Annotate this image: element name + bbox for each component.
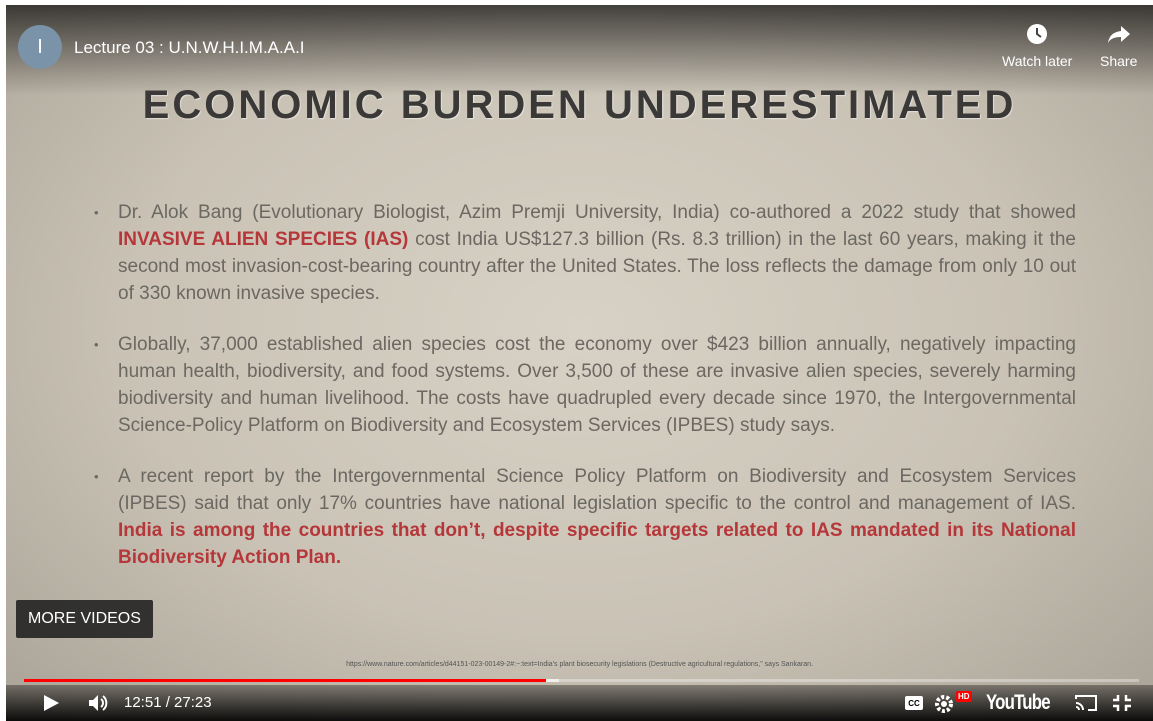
bullet-point: Globally, 37,000 established alien speci… xyxy=(90,331,1076,439)
watch-later-button[interactable]: Watch later xyxy=(1002,23,1072,69)
share-label: Share xyxy=(1100,53,1137,69)
time-display: 12:51 / 27:23 xyxy=(124,694,212,711)
watch-later-label: Watch later xyxy=(1002,53,1072,69)
play-button[interactable] xyxy=(42,694,60,712)
progress-buffered xyxy=(546,679,559,682)
volume-button[interactable] xyxy=(88,693,112,713)
slide-title: ECONOMIC BURDEN UNDERESTIMATED xyxy=(6,83,1153,128)
clock-icon xyxy=(1026,23,1048,45)
fullscreen-button[interactable] xyxy=(1112,694,1132,712)
control-bar: 12:51 / 27:23 CC HD YouTube xyxy=(6,685,1153,721)
video-player[interactable]: I Lecture 03 : U.N.W.H.I.M.A.A.I Watch l… xyxy=(6,5,1153,721)
video-title[interactable]: Lecture 03 : U.N.W.H.I.M.A.A.I xyxy=(74,38,305,58)
bullet-point: Dr. Alok Bang (Evolutionary Biologist, A… xyxy=(90,199,1076,307)
highlighted-text: India is among the countries that don’t,… xyxy=(118,520,1076,568)
youtube-logo[interactable]: YouTube xyxy=(986,691,1050,715)
slide-footnote: https://www.nature.com/articles/d44151-0… xyxy=(6,661,1153,668)
text-run: Dr. Alok Bang (Evolutionary Biologist, A… xyxy=(118,202,1076,223)
progress-played xyxy=(24,679,546,682)
share-icon xyxy=(1107,23,1131,45)
text-run: Globally, 37,000 established alien speci… xyxy=(118,334,1076,436)
text-run: A recent report by the Intergovernmental… xyxy=(118,466,1076,514)
channel-avatar[interactable]: I xyxy=(18,25,62,69)
progress-bar[interactable] xyxy=(24,679,1139,682)
bullet-point: A recent report by the Intergovernmental… xyxy=(90,463,1076,571)
settings-button[interactable] xyxy=(934,694,956,714)
page: I Lecture 03 : U.N.W.H.I.M.A.A.I Watch l… xyxy=(0,0,1153,721)
slide-bullets: Dr. Alok Bang (Evolutionary Biologist, A… xyxy=(90,199,1076,595)
highlighted-text: INVASIVE ALIEN SPECIES (IAS) xyxy=(118,229,408,250)
cast-button[interactable] xyxy=(1074,694,1098,712)
share-button[interactable]: Share xyxy=(1100,23,1137,69)
more-videos-button[interactable]: MORE VIDEOS xyxy=(16,600,153,638)
hd-badge: HD xyxy=(956,691,972,702)
svg-text:CC: CC xyxy=(908,699,920,708)
captions-button[interactable]: CC xyxy=(904,695,924,711)
